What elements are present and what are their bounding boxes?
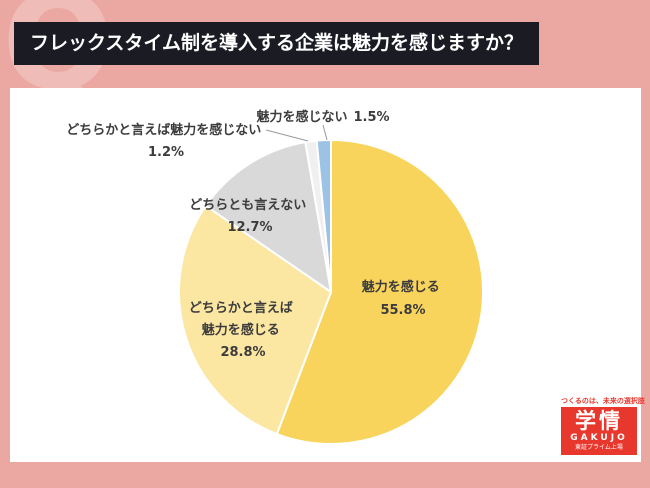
logo-tagline: つくるのは、未来の選択肢 — [561, 397, 645, 405]
slice-label-rather-attractive: どちらかと言えば 魅力を感じる 28.8% — [189, 300, 298, 360]
logo-box: 学情 GAKUJO 東証プライム上場 — [561, 407, 637, 455]
slice-label-not-attractive: 魅力を感じない 1.5% — [256, 109, 389, 125]
logo-name-jp: 学情 — [575, 409, 623, 433]
pie-slice-1 — [178, 204, 332, 436]
chart-panel: 魅力を感じる 55.8% どちらかと言えば 魅力を感じる 28.8% どちらとも… — [10, 88, 645, 462]
page-title: フレックスタイム制を導入する企業は魅力を感じますか？ — [14, 22, 540, 65]
logo-listing: 東証プライム上場 — [575, 444, 623, 451]
pie-chart: 魅力を感じる 55.8% どちらかと言えば 魅力を感じる 28.8% どちらとも… — [66, 109, 484, 445]
slice-label-rather-not-attractive: どちらかと言えば魅力を感じない 1.2% — [66, 122, 266, 160]
pie-slice-0 — [275, 139, 484, 445]
slice-label-neutral: どちらとも言えない 12.7% — [189, 197, 311, 235]
leader-line-not-attractive — [322, 124, 328, 141]
leader-line-rather-not-attractive — [265, 129, 309, 142]
pie-slice-4 — [315, 138, 332, 293]
pie-slices — [178, 138, 484, 445]
slice-label-attractive: 魅力を感じる 55.8% — [362, 279, 445, 318]
gakujo-logo: つくるのは、未来の選択肢 学情 GAKUJO 東証プライム上場 — [561, 397, 645, 455]
pie-slice-2 — [204, 141, 332, 293]
logo-name-en: GAKUJO — [570, 433, 628, 443]
